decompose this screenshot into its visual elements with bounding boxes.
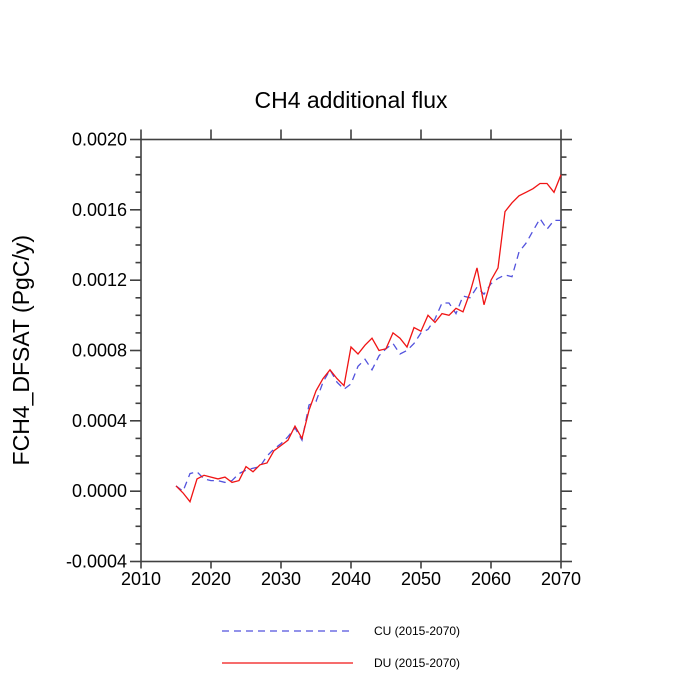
y-tick-label: 0.0004	[72, 411, 127, 431]
series-line-cu	[175, 217, 561, 493]
y-tick-label: 0.0012	[72, 270, 127, 290]
y-axis-title-text: FCH4_DFSAT (PgC/y)	[7, 235, 34, 466]
y-tick-label: -0.0004	[66, 552, 127, 572]
x-tick-label: 2040	[331, 569, 371, 589]
y-tick-label: 0.0000	[72, 481, 127, 501]
y-tick-label: 0.0008	[72, 341, 127, 361]
x-tick-label: 2070	[541, 569, 581, 589]
x-tick-label: 2060	[471, 569, 511, 589]
chart-title: CH4 additional flux	[254, 87, 448, 113]
x-tick-label: 2010	[121, 569, 161, 589]
x-tick-label: 2050	[401, 569, 441, 589]
legend-label-du: DU (2015-2070)	[374, 656, 461, 670]
tick-labels: 2010 2020 2030 2040 2050 2060 2070 -0.0004 0.000…	[66, 130, 581, 590]
y-axis-title: FCH4_DFSAT (PgC/y)	[6, 139, 36, 562]
legend-label-cu: CU (2015-2070)	[374, 624, 461, 638]
x-tick-label: 2020	[191, 569, 231, 589]
x-tick-label: 2030	[261, 569, 301, 589]
y-tick-label: 0.0020	[72, 130, 127, 150]
axis-ticks	[130, 129, 572, 569]
series-line-du	[175, 174, 562, 504]
y-tick-label: 0.0016	[72, 200, 127, 220]
